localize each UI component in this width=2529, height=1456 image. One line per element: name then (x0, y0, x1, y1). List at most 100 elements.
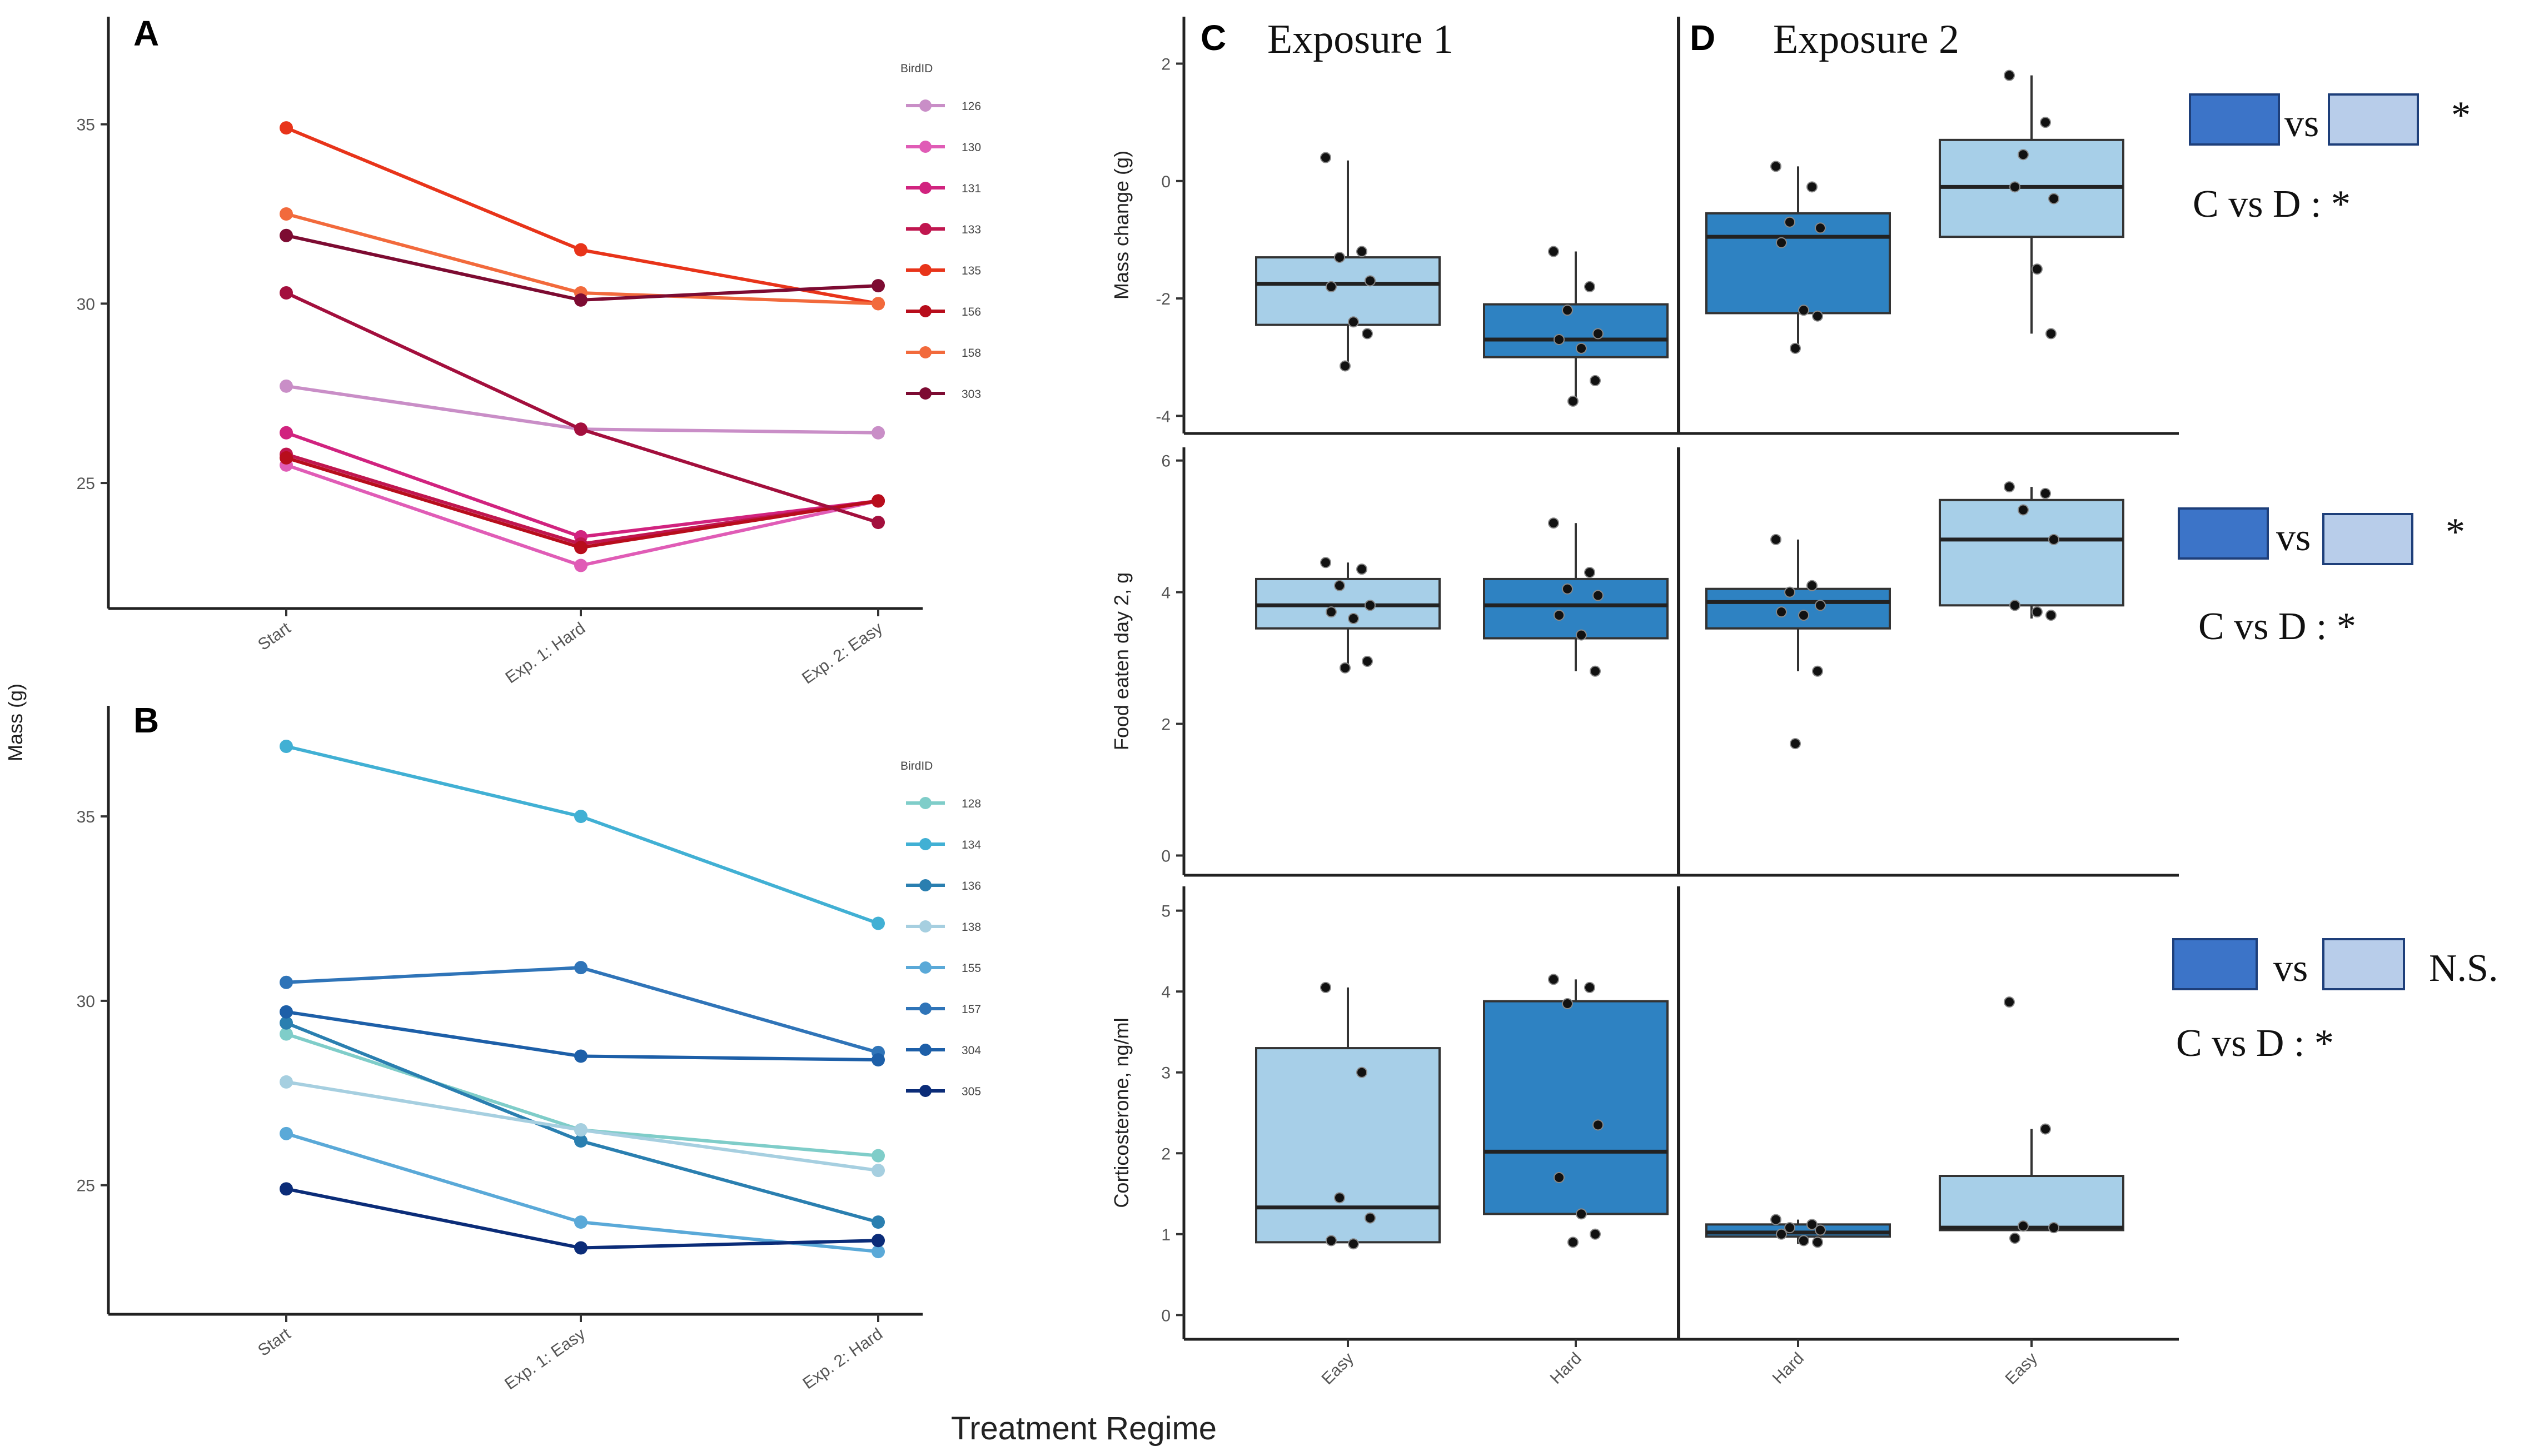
easy-swatch (2322, 938, 2405, 990)
data-point (1576, 629, 1587, 641)
data-point (280, 379, 293, 393)
data-point (1356, 564, 1367, 575)
x-tick-label: Hard (1769, 1349, 1808, 1388)
x-tick-label: Easy (1318, 1349, 1357, 1389)
data-point (1584, 981, 1595, 993)
data-point (1567, 395, 1579, 407)
box (1255, 1047, 1441, 1244)
data-point (1576, 342, 1587, 354)
data-point (1548, 974, 1559, 985)
legend-swatch-dot (919, 387, 932, 400)
data-point (1340, 360, 1351, 372)
box-panel-mass-change: -4 -2 0 2 Mass change (g) (1110, 17, 2179, 435)
significance-label: N.S. (2429, 947, 2498, 990)
vs-label: vs (2273, 947, 2308, 990)
box (1483, 1000, 1669, 1215)
data-point (280, 1016, 293, 1030)
data-point (1590, 1228, 1601, 1240)
c-vs-d-label: C vs D : * (2193, 183, 2351, 226)
hard-swatch (2189, 93, 2280, 146)
data-point (1365, 600, 1376, 611)
c-vs-d-label: C vs D : * (2176, 1022, 2334, 1065)
legend-swatch-dot (919, 797, 932, 809)
data-point (1348, 316, 1359, 328)
data-point (1798, 610, 1809, 621)
data-point (1567, 1236, 1579, 1248)
y-tick-label: 0 (1161, 1307, 1171, 1325)
y-tick-label: 4 (1161, 983, 1171, 1001)
data-point (1554, 1171, 1565, 1183)
data-point (1320, 981, 1331, 993)
series-line (286, 966, 879, 1054)
data-point (574, 559, 588, 572)
legend-swatch-dot (919, 223, 932, 235)
data-point (1348, 1238, 1359, 1250)
legend-swatch-dot (919, 182, 932, 194)
data-point (1584, 567, 1595, 579)
data-point (574, 293, 588, 307)
exposure-2-title: Exposure 2 (1773, 17, 1959, 62)
data-point (1815, 1224, 1826, 1236)
comparison-legend-food: vs * C vs D : * (2178, 507, 2465, 648)
data-point (872, 916, 885, 930)
data-point (280, 451, 293, 465)
data-point (872, 494, 885, 508)
data-point (1790, 342, 1801, 354)
data-point (574, 1123, 588, 1137)
legend-item-label: 126 (962, 100, 981, 113)
legend-swatch-dot (919, 141, 932, 153)
data-point (280, 1027, 293, 1041)
data-point (872, 1053, 885, 1067)
data-point (2048, 193, 2059, 205)
box (1255, 256, 1441, 326)
panel-a: A 25 30 35 Start Exp. 1: Hard Exp. 2: Easy Bir… (77, 13, 981, 687)
data-point (280, 426, 293, 440)
data-point (574, 1049, 588, 1063)
data-point (1592, 328, 1604, 340)
legend-swatch-dot (919, 879, 932, 891)
data-point (1340, 662, 1351, 674)
data-point (1320, 557, 1331, 569)
data-point (1776, 606, 1787, 618)
mass-y-axis-title: Mass (g) (4, 684, 27, 761)
data-point (1562, 305, 1573, 316)
data-point (1326, 281, 1337, 292)
data-point (574, 810, 588, 824)
data-point (1784, 216, 1795, 228)
significance-label: * (2446, 511, 2465, 554)
legend-item-label: 304 (962, 1044, 981, 1057)
data-point (280, 228, 293, 242)
y-tick-label: 30 (77, 993, 95, 1011)
data-point (1326, 1235, 1337, 1246)
series-line (286, 1131, 879, 1254)
data-point (1584, 281, 1595, 292)
data-point (1320, 152, 1331, 163)
legend-swatch-dot (919, 1003, 932, 1015)
c-vs-d-label: C vs D : * (2198, 605, 2356, 648)
legend-swatch-dot (919, 961, 932, 974)
data-point (1362, 656, 1373, 667)
data-point (1798, 305, 1809, 316)
panel-a-label: A (133, 13, 159, 53)
data-point (280, 1005, 293, 1019)
legend-swatch-dot (919, 264, 932, 276)
data-point (1790, 738, 1801, 750)
box (1705, 587, 1891, 630)
data-point (574, 1134, 588, 1148)
y-axis-title: Mass change (g) (1110, 151, 1133, 300)
box (1483, 577, 1669, 640)
data-point (1562, 583, 1573, 595)
y-tick-label: 25 (77, 475, 95, 493)
legend-item-label: 156 (962, 306, 981, 318)
x-tick-label: Exp. 1: Easy (501, 1325, 589, 1394)
data-point (1562, 998, 1573, 1010)
legend-item-label: 133 (962, 223, 981, 236)
y-tick-label: 2 (1161, 716, 1171, 734)
legend-item-label: 135 (962, 265, 981, 277)
vs-label: vs (2276, 516, 2311, 559)
hard-swatch (2172, 938, 2258, 990)
data-point (280, 207, 293, 221)
data-point (1592, 590, 1604, 601)
data-point (872, 1149, 885, 1163)
y-tick-label: 4 (1161, 584, 1171, 602)
